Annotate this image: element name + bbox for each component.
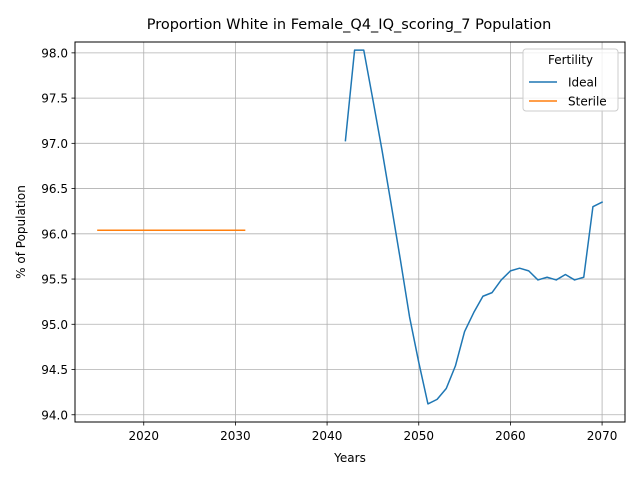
legend-title: Fertility [548,53,593,67]
x-axis-title: Years [333,451,366,465]
y-tick-label: 98.0 [41,46,68,60]
chart-title: Proportion White in Female_Q4_IQ_scoring… [147,17,552,33]
x-tick-label: 2030 [220,429,251,443]
y-tick-label: 95.0 [41,318,68,332]
legend-label-sterile: Sterile [568,95,607,109]
y-axis-title: % of Population [14,185,28,279]
y-tick-label: 97.0 [41,137,68,151]
y-tick-label: 97.5 [41,92,68,106]
legend-label-ideal: Ideal [568,76,597,90]
y-axis: 94.0 94.5 95.0 95.5 96.0 96.5 97.0 97.5 98.0 [41,46,75,422]
x-axis: 2020 2030 2040 2050 2060 2070 [128,422,617,443]
x-tick-label: 2040 [312,429,343,443]
legend-box [522,48,619,112]
series-lines [97,49,604,405]
y-tick-label: 94.5 [41,363,68,377]
x-tick-label: 2070 [587,429,618,443]
x-tick-label: 2020 [128,429,159,443]
y-tick-label: 96.0 [41,227,68,241]
y-tick-label: 94.0 [41,408,68,422]
x-tick-label: 2060 [495,429,526,443]
series-line-ideal [344,49,604,405]
y-tick-label: 95.5 [41,273,68,287]
x-tick-label: 2050 [403,429,434,443]
legend: Fertility Ideal Sterile [522,48,619,112]
y-tick-label: 96.5 [41,182,68,196]
plot-frame [74,41,626,423]
